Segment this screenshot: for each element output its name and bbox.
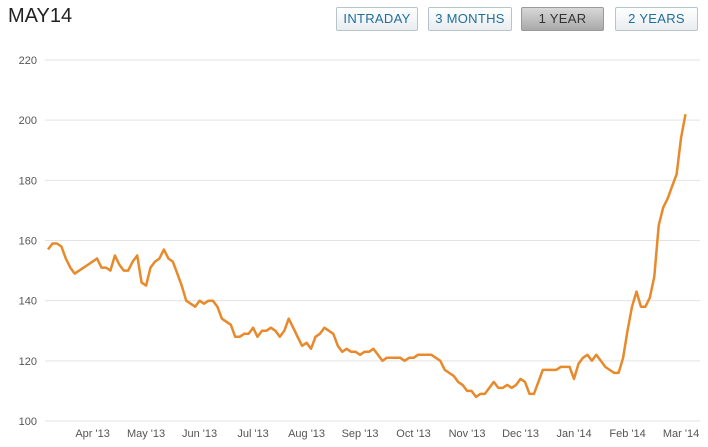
x-tick-label: May '13 (127, 428, 165, 440)
x-tick-label: Jun '13 (182, 428, 217, 440)
range-button[interactable]: 2 YEARS (615, 7, 698, 31)
price-line (47, 113, 687, 399)
y-tick-label: 220 (19, 55, 37, 67)
x-tick-label: Sep '13 (342, 428, 379, 440)
y-tick-label: 160 (19, 236, 37, 248)
x-tick-label: Feb '14 (609, 428, 645, 440)
y-tick-label: 200 (19, 115, 37, 127)
y-tick-label: 180 (19, 175, 37, 187)
x-tick-label: Mar '14 (663, 428, 699, 440)
x-tick-label: Jan '14 (556, 428, 591, 440)
page-title: MAY14 (8, 5, 73, 27)
y-tick-label: 100 (19, 416, 37, 428)
x-tick-label: Oct '13 (396, 428, 431, 440)
x-tick-label: Apr '13 (75, 428, 110, 440)
range-button[interactable]: 1 YEAR (521, 7, 604, 31)
range-button[interactable]: INTRADAY (336, 7, 418, 31)
x-tick-label: Nov '13 (449, 428, 486, 440)
y-tick-label: 140 (19, 296, 37, 308)
x-tick-label: Aug '13 (288, 428, 325, 440)
x-tick-label: Jul '13 (237, 428, 268, 440)
y-tick-label: 120 (19, 356, 37, 368)
range-button[interactable]: 3 MONTHS (428, 7, 512, 31)
x-tick-label: Dec '13 (502, 428, 539, 440)
